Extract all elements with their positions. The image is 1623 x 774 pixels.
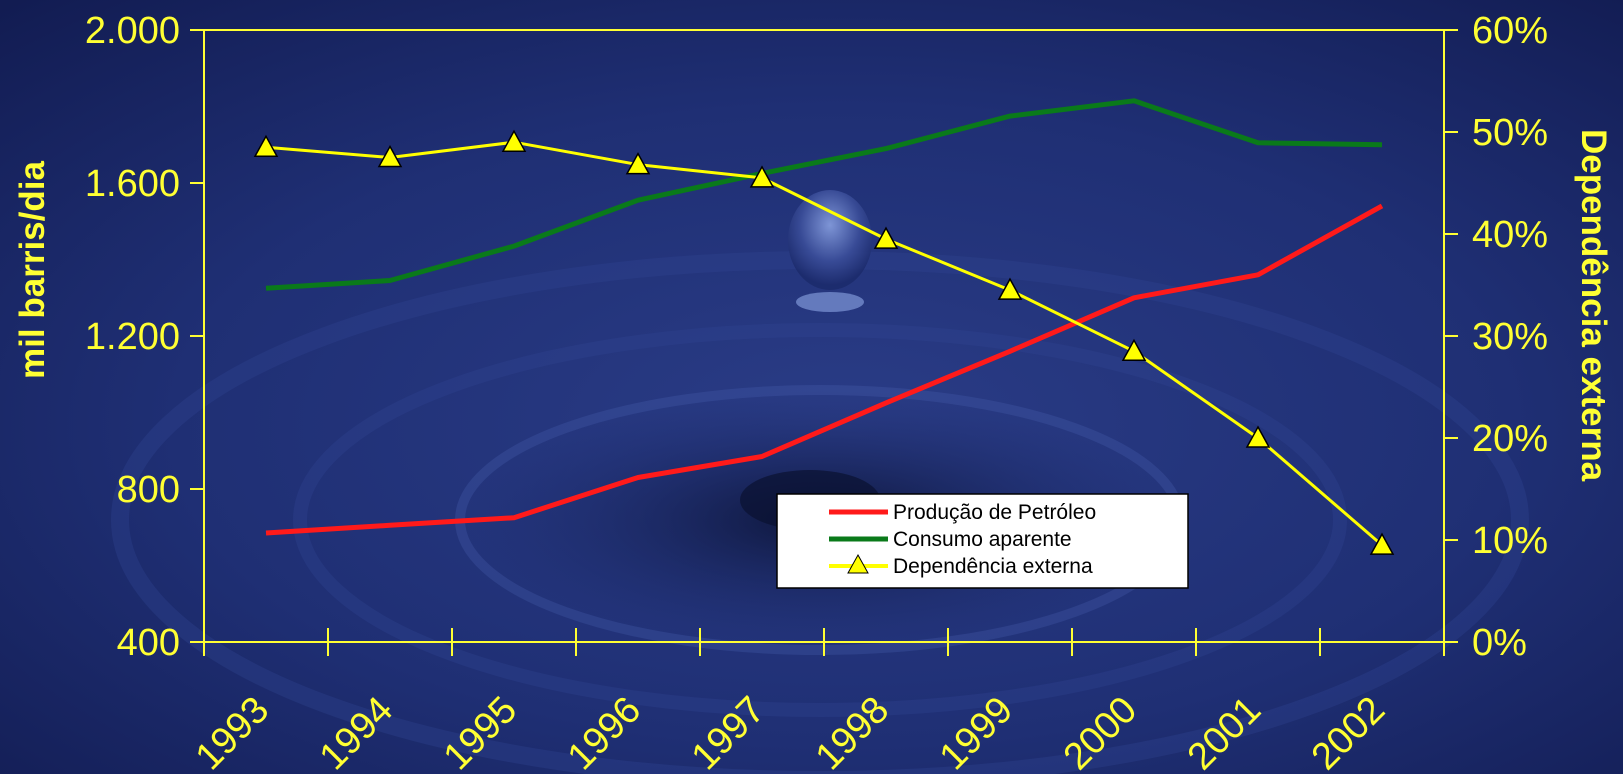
- data-point-marker: [1121, 338, 1147, 362]
- series-lines: [253, 98, 1395, 555]
- y-tick-label-left: 400: [117, 622, 180, 664]
- y-tick-label-left: 1.200: [85, 316, 180, 358]
- x-tick-label: 1994: [312, 689, 401, 774]
- y-tick-label-right: 30%: [1472, 316, 1548, 358]
- data-point-marker: [1245, 425, 1271, 448]
- legend-label-dependencia: Dependência externa: [893, 555, 1093, 578]
- x-tick-label: 1993: [188, 689, 277, 774]
- y-tick-label-left: 1.600: [85, 163, 180, 205]
- y-tick-label-right: 40%: [1472, 214, 1548, 256]
- x-tick-label: 1998: [808, 689, 897, 774]
- x-tick-label: 1999: [932, 689, 1021, 774]
- data-point-marker: [501, 129, 527, 152]
- x-tick-label: 2002: [1304, 689, 1393, 774]
- data-point-marker: [1369, 532, 1395, 555]
- y-tick-label-right: 10%: [1472, 520, 1548, 562]
- y-tick-label-right: 0%: [1472, 622, 1527, 664]
- y-tick-label-right: 20%: [1472, 418, 1548, 460]
- x-tick-label: 2001: [1180, 689, 1269, 774]
- y-tick-label-left: 2.000: [85, 10, 180, 52]
- series-line-0: [265, 203, 1384, 536]
- data-point-marker: [997, 277, 1023, 300]
- legend-label-producao: Produção de Petróleo: [893, 501, 1096, 524]
- data-point-marker: [377, 144, 403, 168]
- x-tick-label: 1996: [560, 689, 649, 774]
- axes: [190, 29, 1458, 656]
- legend: Produção de Petróleo Consumo aparente De…: [776, 493, 1189, 589]
- series-line-2: [265, 140, 1383, 547]
- tick-labels: 400 800 1.200 1.600 2.000 0% 10% 20% 30% 40% 50% 60…: [85, 10, 1548, 774]
- x-tick-label: 1995: [436, 689, 525, 774]
- y-axis-title-left: mil barris/dia: [13, 161, 52, 379]
- series-line-1: [265, 98, 1383, 291]
- x-tick-label: 2000: [1056, 689, 1145, 774]
- legend-label-consumo: Consumo aparente: [893, 528, 1072, 551]
- data-point-marker: [253, 134, 279, 158]
- y-tick-label-right: 60%: [1472, 10, 1548, 52]
- data-point-marker: [873, 226, 899, 249]
- data-point-marker: [749, 165, 775, 188]
- y-tick-label-right: 50%: [1472, 112, 1548, 154]
- y-axis-title-right: Dependência externa: [1574, 129, 1613, 482]
- y-tick-label-left: 800: [117, 469, 180, 511]
- data-point-marker: [625, 152, 651, 175]
- legend-triangle-marker: [847, 553, 869, 574]
- x-tick-label: 1997: [684, 689, 773, 774]
